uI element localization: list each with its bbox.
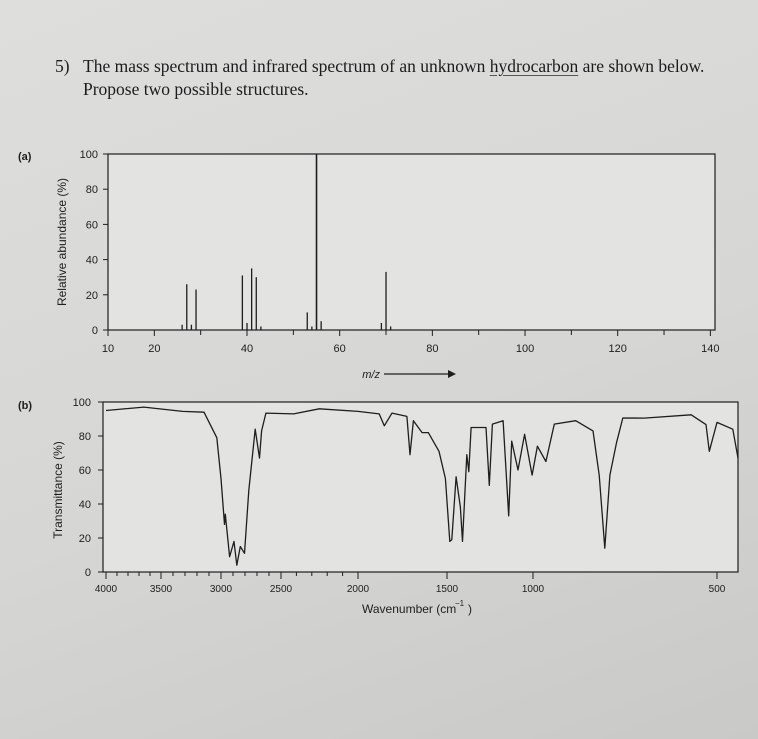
ir-spectrum-chart: −1)	[98, 401, 739, 616]
y-tick-label: 80	[79, 431, 91, 443]
y-tick-label: 80	[86, 184, 98, 196]
x-tick-label: 140	[701, 343, 719, 355]
question-number: 5)	[55, 56, 70, 76]
x-tick-label: 10	[102, 343, 114, 355]
plot-frame	[102, 401, 739, 573]
x-tick-label: 60	[334, 343, 346, 355]
x-tick-label: 2500	[270, 584, 293, 595]
y-tick-label: 0	[85, 567, 91, 579]
y-tick-label: 20	[86, 290, 98, 302]
y-tick-label: 60	[79, 465, 91, 477]
x-tick-label: 3000	[210, 584, 233, 595]
question-text-part: are shown below. Propose two possible st…	[83, 56, 705, 99]
mass-spectrum-chart	[103, 153, 716, 378]
x-tick-label: 100	[516, 343, 534, 355]
y-tick-label: 40	[86, 255, 98, 267]
transmittance-curve	[105, 406, 739, 566]
x-tick-label: 120	[609, 343, 627, 355]
plot-frame	[107, 153, 716, 331]
panel-label-b: (b)	[18, 400, 32, 412]
x-axis-label: Wavenumber (cm	[362, 602, 456, 616]
x-tick-label: 4000	[95, 584, 118, 595]
question-body: The mass spectrum and infrared spectrum …	[83, 55, 755, 101]
x-tick-label: 2000	[347, 584, 370, 595]
x-tick-label: 500	[709, 584, 726, 595]
y-tick-label: 100	[73, 397, 91, 409]
y-tick-label: 60	[86, 219, 98, 231]
x-axis-label-superscript: −1	[455, 599, 465, 608]
x-tick-label: 80	[426, 343, 438, 355]
question-text-part: The mass spectrum and infrared spectrum …	[83, 56, 490, 76]
y-tick-label: 0	[92, 325, 98, 337]
arrow-head-icon	[448, 370, 456, 378]
x-tick-label: 20	[148, 343, 160, 355]
underlined-word: hydrocarbon	[489, 56, 579, 76]
y-axis-label: Relative abundance (%)	[55, 178, 69, 306]
y-axis-label: Transmittance (%)	[51, 441, 65, 539]
x-tick-label: 1000	[522, 584, 545, 595]
x-tick-label: 40	[241, 343, 253, 355]
panel-label-a: (a)	[18, 151, 32, 163]
x-tick-label: 1500	[436, 584, 459, 595]
x-tick-label: 3500	[150, 584, 173, 595]
y-tick-label: 100	[80, 149, 98, 161]
x-axis-label: m/z	[362, 369, 380, 381]
y-tick-label: 40	[79, 499, 91, 511]
question-text: 5) The mass spectrum and infrared spectr…	[55, 55, 755, 101]
y-tick-label: 20	[79, 533, 91, 545]
x-axis-label-end: )	[468, 602, 472, 616]
